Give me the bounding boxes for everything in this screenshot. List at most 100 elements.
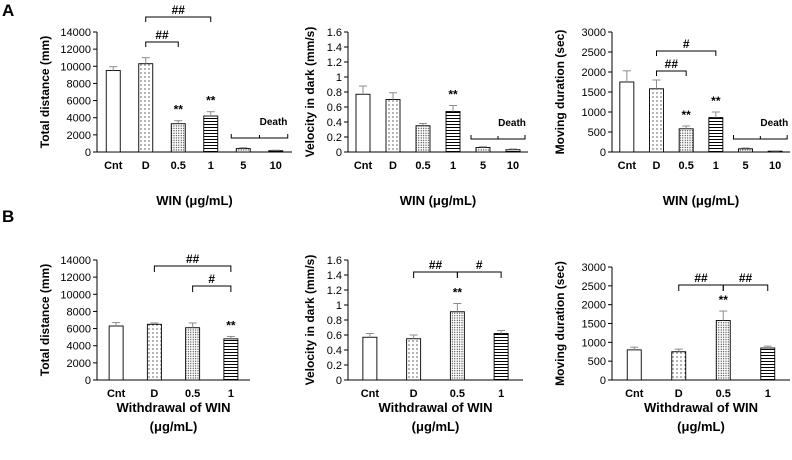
chart-3: 0 500 1000 1500 2000 2500 3000 Cnt D 0.5 ** 1 ** 5 10 #…: [553, 27, 790, 208]
y-tick-label: 0.4: [327, 117, 342, 129]
x-axis-title-unit: (μg/mL): [150, 419, 198, 434]
bar-D: [146, 323, 162, 381]
y-tick-label: 6000: [67, 324, 91, 336]
x-tick-label: 0.5: [716, 388, 731, 400]
x-tick-label: D: [150, 388, 158, 400]
x-tick-label: Cnt: [618, 160, 637, 172]
chart-2: 0 0.2 0.4 0.6 0.8 1 1.2 1.4 1.6 Cnt D 0.5 1 ** 5 10 Deat…: [303, 27, 528, 208]
bar-D: [138, 63, 154, 153]
y-tick-label: 1.2: [327, 285, 342, 297]
bracket-label: ##: [186, 252, 200, 266]
x-axis-title-unit: (μg/mL): [677, 419, 725, 434]
x-tick-label: D: [653, 160, 661, 172]
x-axis-title: WIN (μg/mL): [156, 193, 233, 208]
bar-Cnt: [108, 325, 124, 381]
x-tick-label: 10: [507, 160, 519, 172]
y-axis-title: Moving duration (sec): [553, 30, 567, 155]
x-axis-title-unit: (μg/mL): [412, 419, 460, 434]
bar-Cnt: [362, 336, 378, 381]
significance-mark: **: [719, 293, 729, 307]
x-axis-title: Withdrawal of WIN: [644, 400, 758, 415]
significance-mark: **: [711, 94, 721, 108]
bracket-label: ##: [172, 3, 186, 17]
y-tick-label: 1.6: [327, 255, 342, 267]
y-tick-label: 12000: [60, 44, 91, 56]
x-tick-label: 1: [208, 160, 214, 172]
chart-6: 0 500 1000 1500 2000 2500 3000 Cnt D 0.5 ** 1 ## ## Mo…: [553, 261, 790, 434]
y-tick-label: 0: [336, 147, 342, 159]
y-tick-label: 12000: [60, 272, 91, 284]
x-tick-label: 10: [769, 160, 781, 172]
x-tick-label: Cnt: [104, 160, 123, 172]
bar-D: [671, 351, 687, 381]
y-tick-label: 0.6: [327, 102, 342, 114]
bar-5: [475, 147, 491, 153]
comparison-bracket: [722, 284, 769, 291]
significance-mark: **: [226, 318, 236, 332]
bar-0.5: [715, 320, 731, 381]
y-tick-label: 0: [336, 375, 342, 387]
y-axis-title: Total distance (mm): [38, 36, 52, 148]
x-tick-label: D: [142, 160, 150, 172]
x-tick-label: 0.5: [185, 388, 200, 400]
bracket-label: ##: [665, 57, 679, 71]
death-label: Death: [260, 117, 288, 128]
bracket-label: ##: [694, 271, 708, 285]
y-tick-label: 1500: [582, 87, 606, 99]
y-tick-label: 14000: [60, 27, 91, 39]
bar-Cnt: [105, 70, 121, 153]
y-tick-label: 1.4: [327, 270, 342, 282]
bar-Cnt: [355, 93, 371, 153]
bar-10: [268, 150, 284, 153]
significance-mark: **: [453, 286, 463, 300]
x-tick-label: 5: [742, 160, 748, 172]
significance-mark: **: [174, 103, 184, 117]
comparison-bracket: [413, 271, 458, 278]
y-axis-title: Velocity in dark (mm/s): [303, 255, 317, 386]
bar-0.5: [678, 128, 694, 153]
bar-1: [493, 333, 509, 381]
chart-4: 0 2000 4000 6000 8000 10000 12000 14000 Cnt D 0.5 1…: [38, 252, 250, 434]
comparison-bracket: [145, 41, 179, 47]
bar-0.5: [415, 125, 431, 153]
panel-label-b: B: [2, 207, 14, 226]
x-tick-label: 0.5: [415, 160, 430, 172]
x-tick-label: 10: [270, 160, 282, 172]
y-tick-label: 8000: [67, 306, 91, 318]
bar-5: [738, 148, 753, 153]
comparison-bracket: [153, 265, 232, 272]
y-tick-label: 0: [85, 375, 91, 387]
x-tick-label: 0.5: [679, 160, 694, 172]
bar-10: [505, 149, 521, 153]
significance-mark: **: [448, 88, 458, 102]
x-tick-label: D: [675, 388, 683, 400]
y-tick-label: 2000: [67, 358, 91, 370]
x-tick-label: 1: [498, 388, 504, 400]
y-tick-label: 0: [85, 147, 91, 159]
bracket-label: ##: [429, 258, 443, 272]
chart-1: 0 2000 4000 6000 8000 10000 12000 14000 Cnt D 0.5 *…: [38, 3, 292, 208]
bar-D: [406, 338, 422, 381]
x-tick-label: 5: [480, 160, 486, 172]
y-tick-label: 4000: [67, 113, 91, 125]
x-tick-label: 0.5: [450, 388, 465, 400]
y-tick-label: 0.8: [327, 87, 342, 99]
y-tick-label: 6000: [67, 96, 91, 108]
y-axis-title: Moving duration (sec): [553, 261, 567, 386]
y-tick-label: 4000: [67, 341, 91, 353]
bracket-label: #: [683, 37, 690, 51]
comparison-bracket: [656, 70, 687, 76]
y-tick-label: 2500: [582, 47, 606, 59]
bracket-label: #: [476, 258, 483, 272]
significance-mark: **: [206, 94, 216, 108]
x-tick-label: D: [410, 388, 418, 400]
comparison-bracket: [456, 271, 502, 278]
y-tick-label: 10000: [60, 289, 91, 301]
y-tick-label: 1000: [582, 107, 606, 119]
y-tick-label: 1.2: [327, 57, 342, 69]
x-axis-title: Withdrawal of WIN: [117, 400, 231, 415]
bar-5: [235, 148, 251, 153]
